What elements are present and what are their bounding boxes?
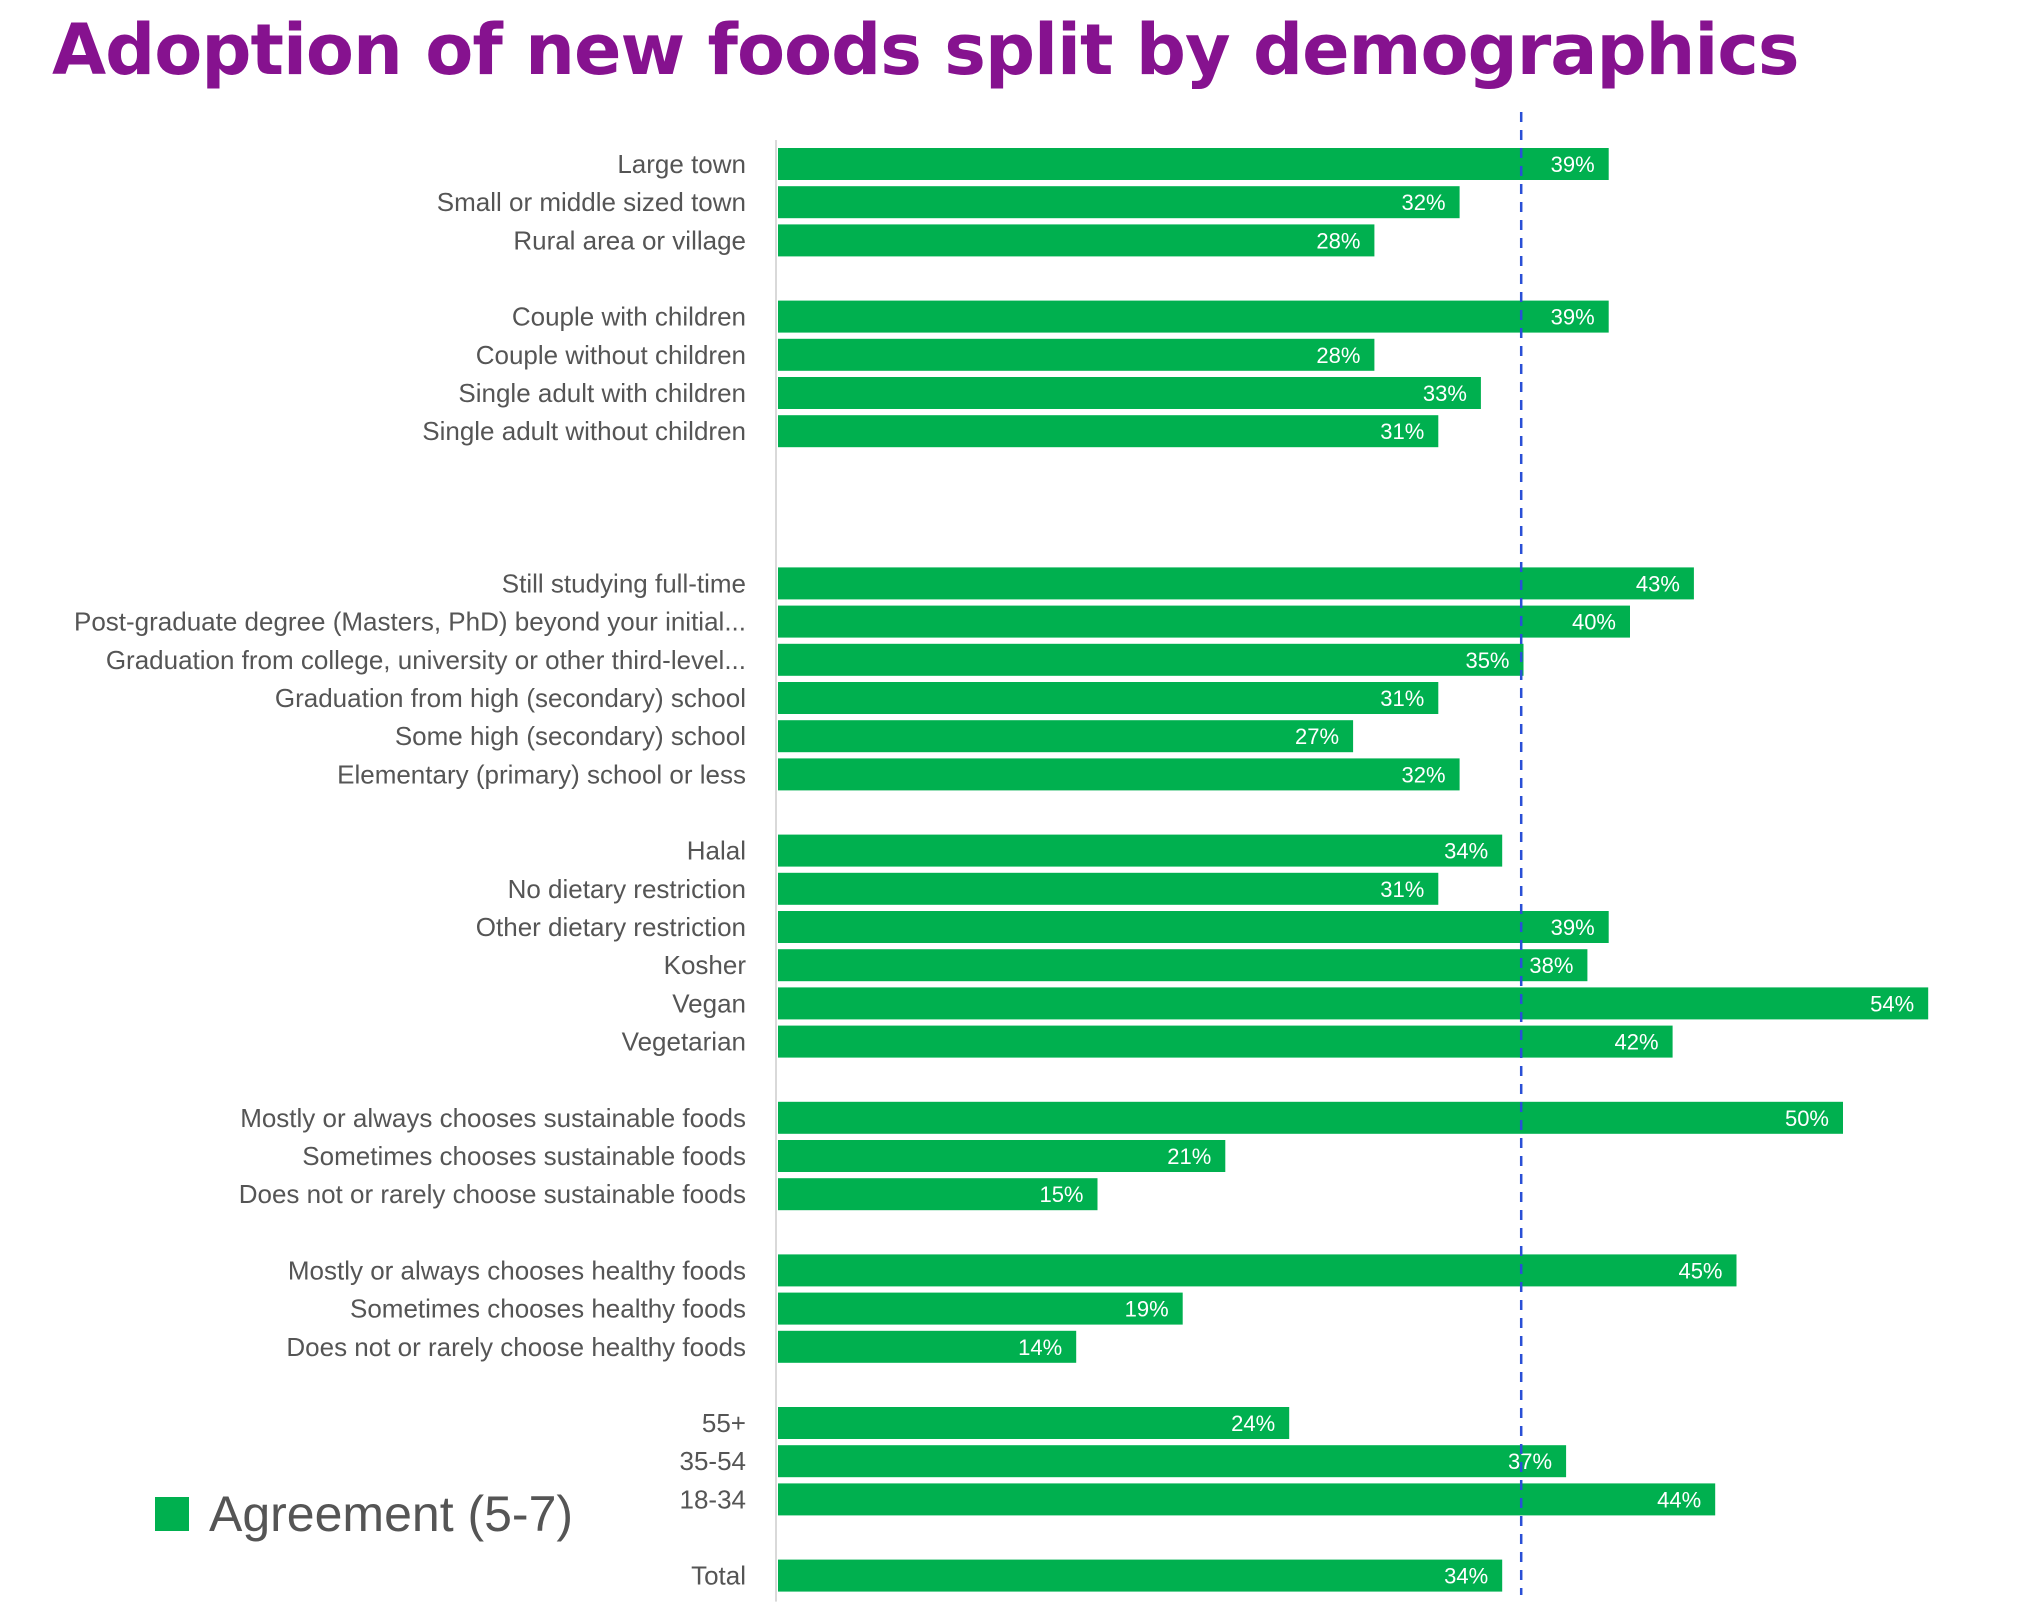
value-label: 19% [1125, 1297, 1169, 1322]
value-label: 34% [1444, 839, 1488, 864]
value-label: 15% [1039, 1182, 1083, 1207]
value-label: 32% [1402, 190, 1446, 215]
value-label: 54% [1870, 991, 1914, 1016]
value-label: 42% [1615, 1030, 1659, 1055]
bar-post-graduate-degree-masters-phd-beyond-your-initial [778, 605, 1630, 638]
category-label: Still studying full-time [502, 568, 746, 598]
value-label: 31% [1380, 419, 1424, 444]
category-label: Does not or rarely choose healthy foods [286, 1332, 746, 1362]
category-label: Graduation from high (secondary) school [275, 683, 746, 713]
bar-mostly-or-always-chooses-sustainable-foods [778, 1101, 1843, 1134]
category-label: 35-54 [680, 1446, 747, 1476]
value-label: 37% [1508, 1449, 1552, 1474]
bar-sometimes-chooses-healthy-foods [778, 1292, 1183, 1325]
legend: Agreement (5-7) [155, 1485, 573, 1543]
value-label: 45% [1678, 1258, 1722, 1283]
bar-total [778, 1559, 1503, 1592]
bar-halal [778, 834, 1503, 867]
category-label: Mostly or always chooses healthy foods [288, 1255, 746, 1285]
bar-small-or-middle-sized-town [778, 186, 1460, 219]
bar-elementary-primary-school-or-less [778, 758, 1460, 791]
category-label: Elementary (primary) school or less [337, 759, 746, 789]
category-label: Kosher [664, 950, 747, 980]
category-label: Vegetarian [622, 1027, 746, 1057]
value-label: 28% [1316, 343, 1360, 368]
category-label: Other dietary restriction [476, 912, 746, 942]
bar-couple-without-children [778, 338, 1375, 371]
category-label: Some high (secondary) school [395, 721, 746, 751]
category-label: Rural area or village [513, 225, 746, 255]
bar-vegetarian [778, 1025, 1673, 1058]
category-label: 55+ [702, 1408, 746, 1438]
value-label: 32% [1402, 762, 1446, 787]
value-label: 39% [1551, 305, 1595, 330]
bar-some-high-secondary-school [778, 720, 1354, 753]
value-label: 28% [1316, 228, 1360, 253]
value-label: 34% [1444, 1564, 1488, 1589]
value-label: 27% [1295, 724, 1339, 749]
category-label: Graduation from college, university or o… [106, 645, 746, 675]
value-label: 35% [1465, 648, 1509, 673]
bar-sometimes-chooses-sustainable-foods [778, 1140, 1226, 1172]
category-label: Couple with children [512, 302, 746, 332]
legend-swatch [155, 1497, 189, 1531]
value-label: 21% [1167, 1144, 1211, 1169]
bar-graduation-from-high-secondary-school [778, 682, 1439, 714]
bar-other-dietary-restriction [778, 911, 1609, 943]
category-label: Does not or rarely choose sustainable fo… [239, 1179, 746, 1209]
value-label: 31% [1380, 686, 1424, 711]
value-label: 33% [1423, 381, 1467, 406]
category-label: Halal [687, 836, 746, 866]
bar-does-not-or-rarely-choose-healthy-foods [778, 1330, 1077, 1363]
category-label: 18-34 [680, 1484, 747, 1514]
category-label: Post-graduate degree (Masters, PhD) beyo… [74, 607, 746, 637]
bar-still-studying-full-time [778, 567, 1694, 600]
bar-55 [778, 1407, 1290, 1439]
bar-kosher [778, 949, 1588, 982]
bar-single-adult-with-children [778, 377, 1481, 409]
value-label: 24% [1231, 1411, 1275, 1436]
category-label: Vegan [672, 988, 746, 1018]
bar-mostly-or-always-chooses-healthy-foods [778, 1254, 1737, 1287]
category-label: No dietary restriction [508, 874, 746, 904]
category-label: Sometimes chooses sustainable foods [302, 1141, 746, 1171]
category-label: Couple without children [476, 340, 746, 370]
value-label: 38% [1529, 953, 1573, 978]
category-label: Mostly or always chooses sustainable foo… [240, 1103, 746, 1133]
category-label: Single adult without children [422, 416, 746, 446]
bar-18-34 [778, 1483, 1716, 1516]
value-label: 39% [1551, 915, 1595, 940]
value-label: 31% [1380, 877, 1424, 902]
bar-does-not-or-rarely-choose-sustainable-foods [778, 1178, 1098, 1211]
category-label: Total [691, 1561, 746, 1591]
category-label: Sometimes chooses healthy foods [350, 1294, 746, 1324]
bar-35-54 [778, 1445, 1567, 1478]
value-label: 44% [1657, 1487, 1701, 1512]
value-label: 50% [1785, 1106, 1829, 1131]
category-label: Small or middle sized town [437, 187, 746, 217]
legend-label: Agreement (5-7) [209, 1486, 574, 1542]
bar-vegan [778, 987, 1929, 1020]
value-label: 14% [1018, 1335, 1062, 1360]
bar-graduation-from-college-university-or-other-third-level [778, 643, 1524, 676]
category-label: Single adult with children [458, 378, 746, 408]
bar-no-dietary-restriction [778, 872, 1439, 905]
category-label: Large town [617, 149, 746, 179]
value-label: 40% [1572, 610, 1616, 635]
bar-large-town [778, 148, 1609, 180]
value-label: 43% [1636, 571, 1680, 596]
value-label: 39% [1551, 152, 1595, 177]
bar-single-adult-without-children [778, 415, 1439, 448]
bar-rural-area-or-village [778, 224, 1375, 257]
chart-title: Adoption of new foods split by demograph… [52, 9, 1800, 91]
bar-couple-with-children [778, 300, 1609, 333]
